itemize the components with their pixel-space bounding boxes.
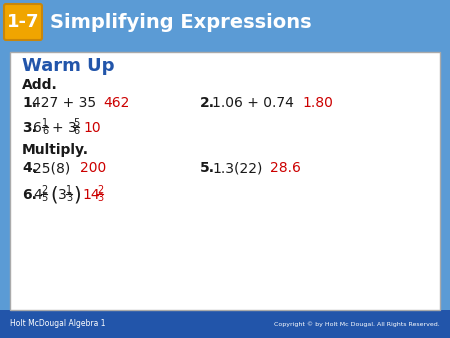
- Text: Simplifying Expressions: Simplifying Expressions: [50, 13, 311, 31]
- Text: 1.06 + 0.74: 1.06 + 0.74: [212, 96, 294, 110]
- Text: 3: 3: [58, 188, 67, 202]
- Text: Holt McDougal Algebra 1: Holt McDougal Algebra 1: [10, 319, 105, 329]
- Text: 2.: 2.: [200, 96, 215, 110]
- Text: 200: 200: [80, 161, 106, 175]
- Text: 3.: 3.: [22, 121, 37, 135]
- Text: 14: 14: [82, 188, 99, 202]
- Text: ): ): [73, 186, 81, 204]
- Text: 1.80: 1.80: [302, 96, 333, 110]
- Text: Copyright © by Holt Mc Dougal. All Rights Reserved.: Copyright © by Holt Mc Dougal. All Right…: [274, 321, 440, 327]
- FancyBboxPatch shape: [4, 4, 42, 40]
- FancyBboxPatch shape: [10, 52, 440, 310]
- Text: 1.3(22): 1.3(22): [212, 161, 262, 175]
- Text: Multiply.: Multiply.: [22, 143, 89, 157]
- Text: (: (: [50, 186, 58, 204]
- Text: 3: 3: [97, 193, 103, 203]
- Text: Add.: Add.: [22, 78, 58, 92]
- Text: 10: 10: [83, 121, 101, 135]
- Text: 2: 2: [97, 185, 103, 195]
- Text: 6.: 6.: [22, 188, 37, 202]
- Text: 1.: 1.: [22, 96, 37, 110]
- Text: 5: 5: [73, 118, 79, 128]
- Text: 6: 6: [33, 121, 42, 135]
- Text: 28.6: 28.6: [270, 161, 301, 175]
- Text: 3: 3: [66, 193, 72, 203]
- Text: + 3: + 3: [52, 121, 77, 135]
- Text: 6: 6: [42, 126, 48, 136]
- Text: 4: 4: [33, 188, 42, 202]
- Text: Warm Up: Warm Up: [22, 57, 114, 75]
- Text: 462: 462: [103, 96, 130, 110]
- Text: 1: 1: [66, 185, 72, 195]
- FancyBboxPatch shape: [0, 0, 450, 43]
- Text: 5.: 5.: [200, 161, 215, 175]
- Text: 6: 6: [73, 126, 79, 136]
- Text: 1: 1: [42, 118, 48, 128]
- Text: 2: 2: [41, 185, 47, 195]
- Text: 4.: 4.: [22, 161, 37, 175]
- Text: 427 + 35: 427 + 35: [32, 96, 96, 110]
- FancyBboxPatch shape: [0, 0, 450, 43]
- Text: 5: 5: [41, 193, 47, 203]
- FancyBboxPatch shape: [0, 310, 450, 338]
- Text: 1-7: 1-7: [7, 13, 39, 31]
- Text: 25(8): 25(8): [33, 161, 70, 175]
